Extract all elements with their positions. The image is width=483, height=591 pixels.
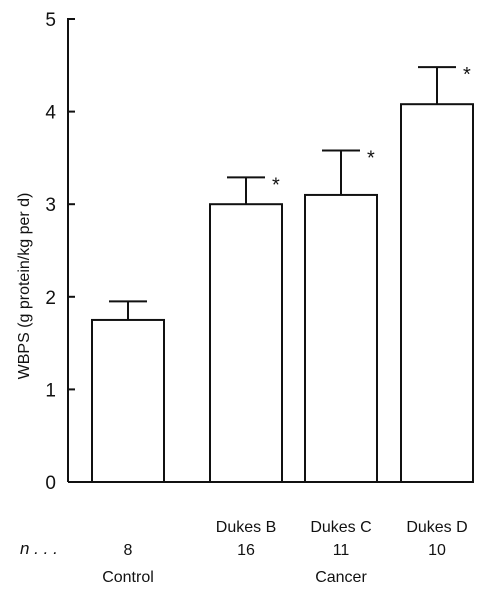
category-label: Dukes D xyxy=(406,519,467,536)
category-labels: 8 Dukes B 16 Dukes C 11 Dukes D 10 xyxy=(124,519,468,559)
y-tick-label: 5 xyxy=(45,10,56,31)
y-tick-label: 1 xyxy=(45,380,56,401)
significance-marker: * xyxy=(272,174,280,196)
bar xyxy=(209,203,283,483)
category-label: Dukes C xyxy=(310,519,371,536)
bar xyxy=(400,103,474,484)
group-label-control: Control xyxy=(102,569,154,586)
n-value: 10 xyxy=(428,542,446,559)
y-tick-label: 2 xyxy=(45,288,56,309)
y-tick-label: 3 xyxy=(45,195,56,216)
n-value: 11 xyxy=(333,542,350,559)
category-label: Dukes B xyxy=(216,519,276,536)
n-value: 8 xyxy=(124,542,133,559)
group-label-cancer: Cancer xyxy=(315,569,367,586)
bar xyxy=(304,193,378,483)
n-value: 16 xyxy=(237,542,255,559)
bar xyxy=(91,318,165,484)
significance-marker: * xyxy=(367,147,375,169)
bars: * * * xyxy=(91,64,474,484)
y-axis-label: WBPS (g protein/kg per d) xyxy=(16,193,33,380)
y-tick-label: 0 xyxy=(45,473,56,494)
y-tick-label: 4 xyxy=(45,103,56,124)
significance-marker: * xyxy=(463,64,471,86)
n-label: n . . . xyxy=(20,539,58,558)
y-axis: 0 1 2 3 4 5 xyxy=(45,10,75,494)
